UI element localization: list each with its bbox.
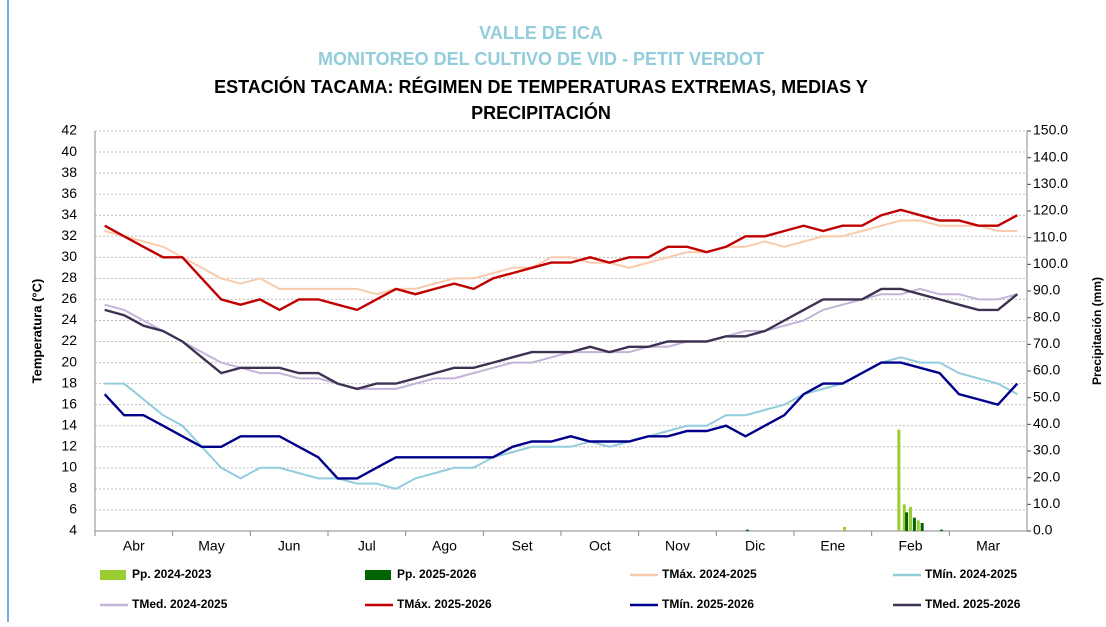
y2-axis-label: Precipitación (mm): [1090, 277, 1104, 385]
y-tick-label: 10: [61, 459, 77, 475]
legend-label: TMín. 2025-2026: [662, 597, 754, 611]
y2-tick-label: 10.0: [1033, 495, 1060, 511]
legend-label: Pp. 2025-2026: [397, 567, 477, 581]
precip-bar: [916, 520, 920, 531]
y2-tick-label: 20.0: [1033, 468, 1060, 484]
precip-bar: [905, 512, 909, 531]
y2-tick-label: 80.0: [1033, 308, 1060, 324]
series-line: [104, 219, 1018, 296]
precip-bar: [940, 529, 944, 531]
y2-tick-label: 120.0: [1033, 202, 1068, 218]
x-tick-label: Feb: [898, 538, 922, 554]
x-tick-label: Oct: [589, 538, 611, 554]
y2-tick-label: 90.0: [1033, 282, 1060, 298]
series-line: [103, 361, 1019, 480]
y2-tick-label: 150.0: [1033, 122, 1068, 138]
precip-bar: [920, 523, 924, 531]
x-tick-label: Set: [512, 538, 533, 554]
title-line: MONITOREO DEL CULTIVO DE VID - PETIT VER…: [318, 49, 764, 69]
x-tick-label: Dic: [745, 538, 765, 554]
y-tick-label: 24: [61, 311, 77, 327]
y-tick-label: 32: [61, 227, 77, 243]
y2-tick-label: 60.0: [1033, 362, 1060, 378]
y2-tick-label: 50.0: [1033, 388, 1060, 404]
y-tick-label: 12: [61, 437, 77, 453]
y2-tick-label: 70.0: [1033, 335, 1060, 351]
y-tick-label: 40: [61, 143, 77, 159]
y-tick-label: 36: [61, 185, 77, 201]
y-tick-label: 6: [69, 501, 77, 517]
y-tick-label: 28: [61, 269, 77, 285]
y-tick-label: 30: [61, 248, 77, 264]
legend-swatch: [365, 570, 391, 580]
y2-tick-label: 100.0: [1033, 255, 1068, 271]
y2-tick-label: 140.0: [1033, 148, 1068, 164]
y-tick-label: 16: [61, 395, 77, 411]
y2-tick-label: 130.0: [1033, 175, 1068, 191]
x-tick-label: Jun: [278, 538, 301, 554]
precip-bar: [912, 517, 916, 531]
y-axis-label: Temperatura (°C): [29, 279, 44, 384]
x-tick-label: Mar: [976, 538, 1000, 554]
legend-label: Pp. 2024-2023: [132, 567, 212, 581]
series-line: [104, 287, 1019, 391]
y-tick-label: 18: [61, 374, 77, 390]
x-tick-label: Nov: [665, 538, 690, 554]
y-tick-label: 8: [69, 480, 77, 496]
y-tick-label: 4: [69, 522, 77, 538]
legend-label: TMed. 2025-2026: [925, 597, 1021, 611]
legend-label: TMáx. 2024-2025: [662, 567, 757, 581]
y2-tick-label: 0.0: [1033, 522, 1053, 538]
precip-bar: [842, 527, 846, 531]
y-tick-label: 34: [61, 206, 77, 222]
x-tick-label: Abr: [123, 538, 145, 554]
legend-label: TMín. 2024-2025: [925, 567, 1017, 581]
chart-title: ESTACIÓN TACAMA: RÉGIMEN DE TEMPERATURAS…: [214, 76, 868, 97]
x-tick-label: Ene: [820, 538, 845, 554]
y-tick-label: 42: [61, 122, 77, 138]
precip-bar: [745, 529, 749, 531]
y-tick-label: 22: [61, 332, 77, 348]
title-line: VALLE DE ICA: [479, 23, 603, 43]
legend-label: TMáx. 2025-2026: [397, 597, 492, 611]
y-tick-label: 14: [61, 416, 77, 432]
x-tick-label: Ago: [432, 538, 457, 554]
precip-bar: [897, 429, 901, 531]
y2-tick-label: 30.0: [1033, 442, 1060, 458]
y2-tick-label: 40.0: [1033, 415, 1060, 431]
series-line: [104, 356, 1018, 490]
precip-bar: [902, 504, 906, 531]
chart-subtitle: PRECIPITACIÓN: [471, 102, 611, 123]
y2-tick-label: 110.0: [1033, 228, 1067, 244]
x-tick-label: May: [198, 538, 224, 554]
precip-bar: [909, 507, 912, 531]
y-tick-label: 26: [61, 290, 77, 306]
x-tick-label: Jul: [358, 538, 376, 554]
y-tick-label: 20: [61, 353, 77, 369]
legend-swatch: [100, 570, 126, 580]
series-line: [104, 208, 1018, 312]
y-tick-label: 38: [61, 164, 77, 180]
legend-label: TMed. 2024-2025: [132, 597, 228, 611]
